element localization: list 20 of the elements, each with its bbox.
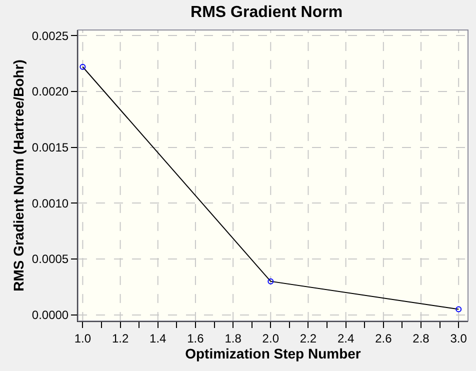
y-tick-label: 0.0000 — [32, 308, 69, 322]
x-tick-label: 2.4 — [337, 331, 354, 346]
x-tick-label: 1.8 — [224, 331, 242, 346]
y-tick-label: 0.0010 — [32, 196, 69, 210]
y-axis-title: RMS Gradient Norm (Hartree/Bohr) — [10, 60, 26, 292]
x-tick-label: 3.0 — [450, 331, 468, 346]
x-tick-label: 1.2 — [112, 331, 129, 346]
x-tick-label: 1.6 — [187, 331, 204, 346]
chart-title: RMS Gradient Norm — [190, 4, 343, 21]
x-tick-label: 1.0 — [74, 331, 92, 346]
y-tick-label: 0.0025 — [32, 28, 69, 43]
y-tick-label: 0.0005 — [32, 252, 69, 266]
x-tick-label: 2.2 — [300, 331, 317, 346]
x-tick-label: 2.8 — [412, 331, 430, 346]
y-tick-label: 0.0015 — [32, 140, 69, 154]
x-tick-label: 2.6 — [375, 331, 392, 346]
x-tick-label: 2.0 — [262, 331, 280, 346]
x-axis-title: Optimization Step Number — [185, 346, 362, 362]
y-tick-label: 0.0020 — [32, 84, 69, 99]
x-tick-label: 1.4 — [150, 331, 167, 346]
